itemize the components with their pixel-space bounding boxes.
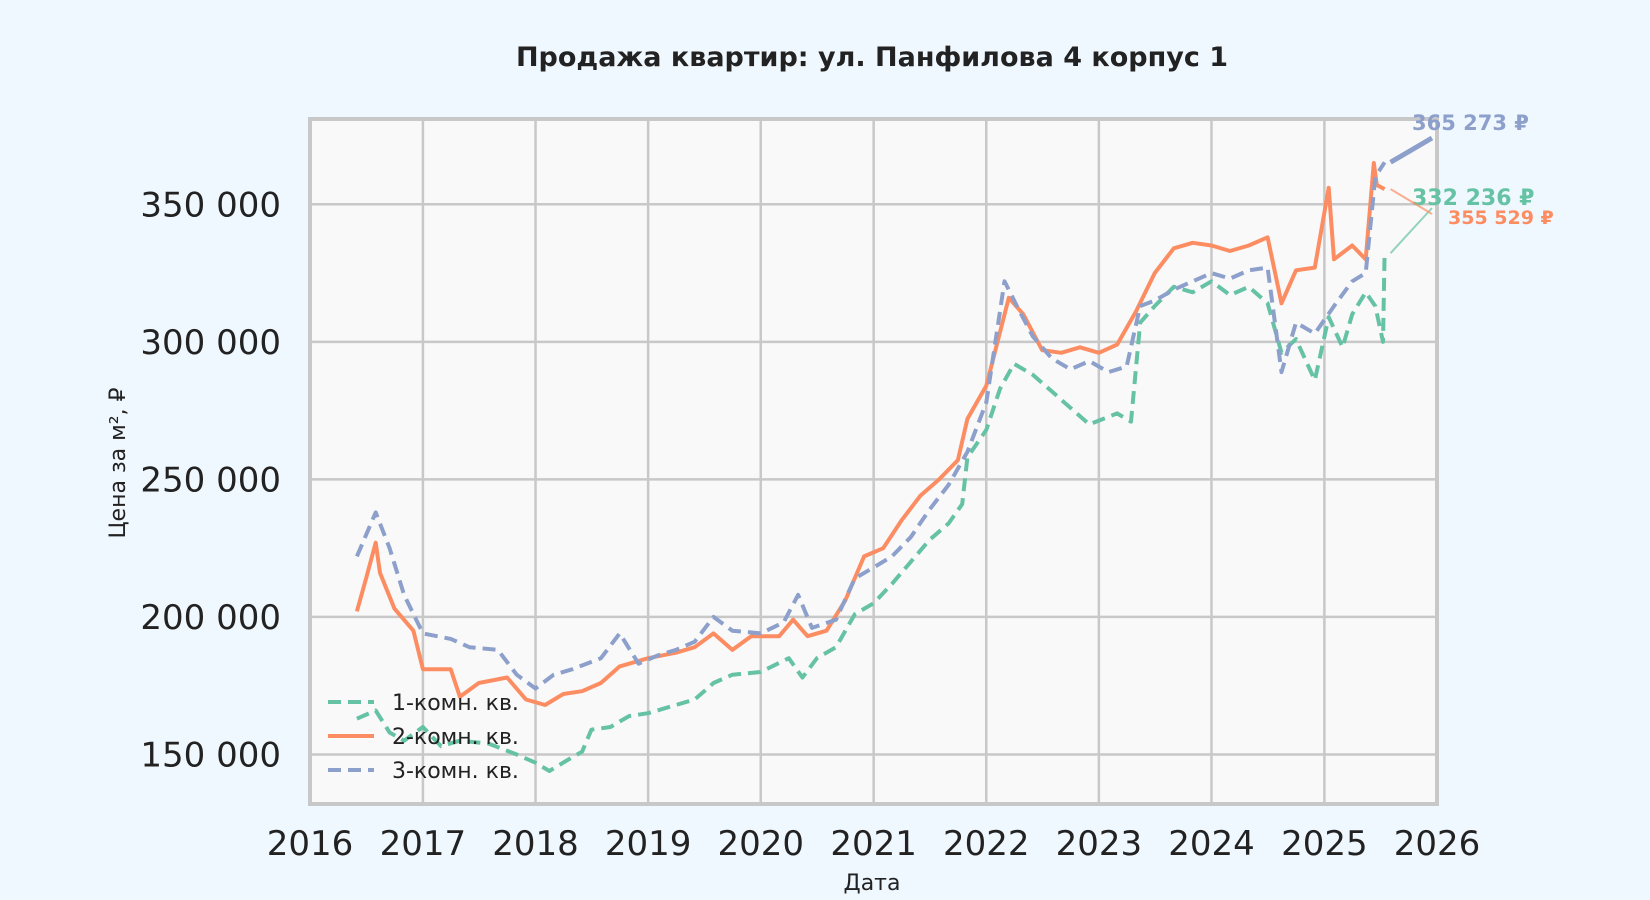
x-tick-label: 2021 xyxy=(830,824,917,864)
x-tick-label: 2026 xyxy=(1394,824,1481,864)
x-axis-label: Дата xyxy=(844,871,901,896)
annotations: 365 273 ₽ 332 236 ₽355 529 ₽ xyxy=(1389,111,1554,254)
x-tick-label: 2020 xyxy=(717,824,804,864)
x-tick-label: 2017 xyxy=(380,824,467,864)
annotation-label: 355 529 ₽ xyxy=(1448,207,1554,229)
legend-label: 1-комн. кв. xyxy=(392,691,519,716)
y-tick-label: 250 000 xyxy=(140,460,281,500)
chart-title: Продажа квартир: ул. Панфилова 4 корпус … xyxy=(516,42,1228,73)
annotation-label: 332 236 ₽ xyxy=(1412,186,1534,211)
y-tick-label: 150 000 xyxy=(140,735,281,775)
x-tick-label: 2019 xyxy=(605,824,692,864)
annotation-arrow xyxy=(1389,207,1433,254)
y-tick-label: 300 000 xyxy=(140,323,281,363)
annotation-arrow xyxy=(1390,188,1433,215)
legend-label: 3-комн. кв. xyxy=(392,759,519,784)
series-line-1 xyxy=(356,253,1387,773)
y-tick-label: 350 000 xyxy=(140,185,281,225)
y-axis-label: Цена за м², ₽ xyxy=(106,387,131,538)
series-layer xyxy=(354,161,1387,773)
grid xyxy=(308,119,1439,804)
x-tick-label: 2016 xyxy=(267,824,354,864)
x-tick-label: 2022 xyxy=(943,824,1030,864)
x-tick-label: 2024 xyxy=(1168,824,1255,864)
x-tick-label: 2023 xyxy=(1056,824,1143,864)
legend-label: 2-комн. кв. xyxy=(392,725,519,750)
y-axis-ticks: 150 000 200 000 250 000 300 000 350 000 xyxy=(140,185,281,775)
y-tick-label: 200 000 xyxy=(140,598,281,638)
x-tick-label: 2025 xyxy=(1281,824,1368,864)
annotation-arrow xyxy=(1389,135,1434,165)
annotation-label: 365 273 ₽ xyxy=(1412,111,1529,135)
x-tick-label: 2018 xyxy=(492,824,579,864)
x-axis-ticks: 2016 2017 2018 2019 2020 2021 2022 2023 2024 2025… xyxy=(267,824,1481,864)
legend: 1-комн. кв. 2-комн. кв. 3-комн. кв. xyxy=(328,691,519,784)
series-line-3 xyxy=(355,161,1387,691)
series-line-2 xyxy=(354,161,1386,707)
